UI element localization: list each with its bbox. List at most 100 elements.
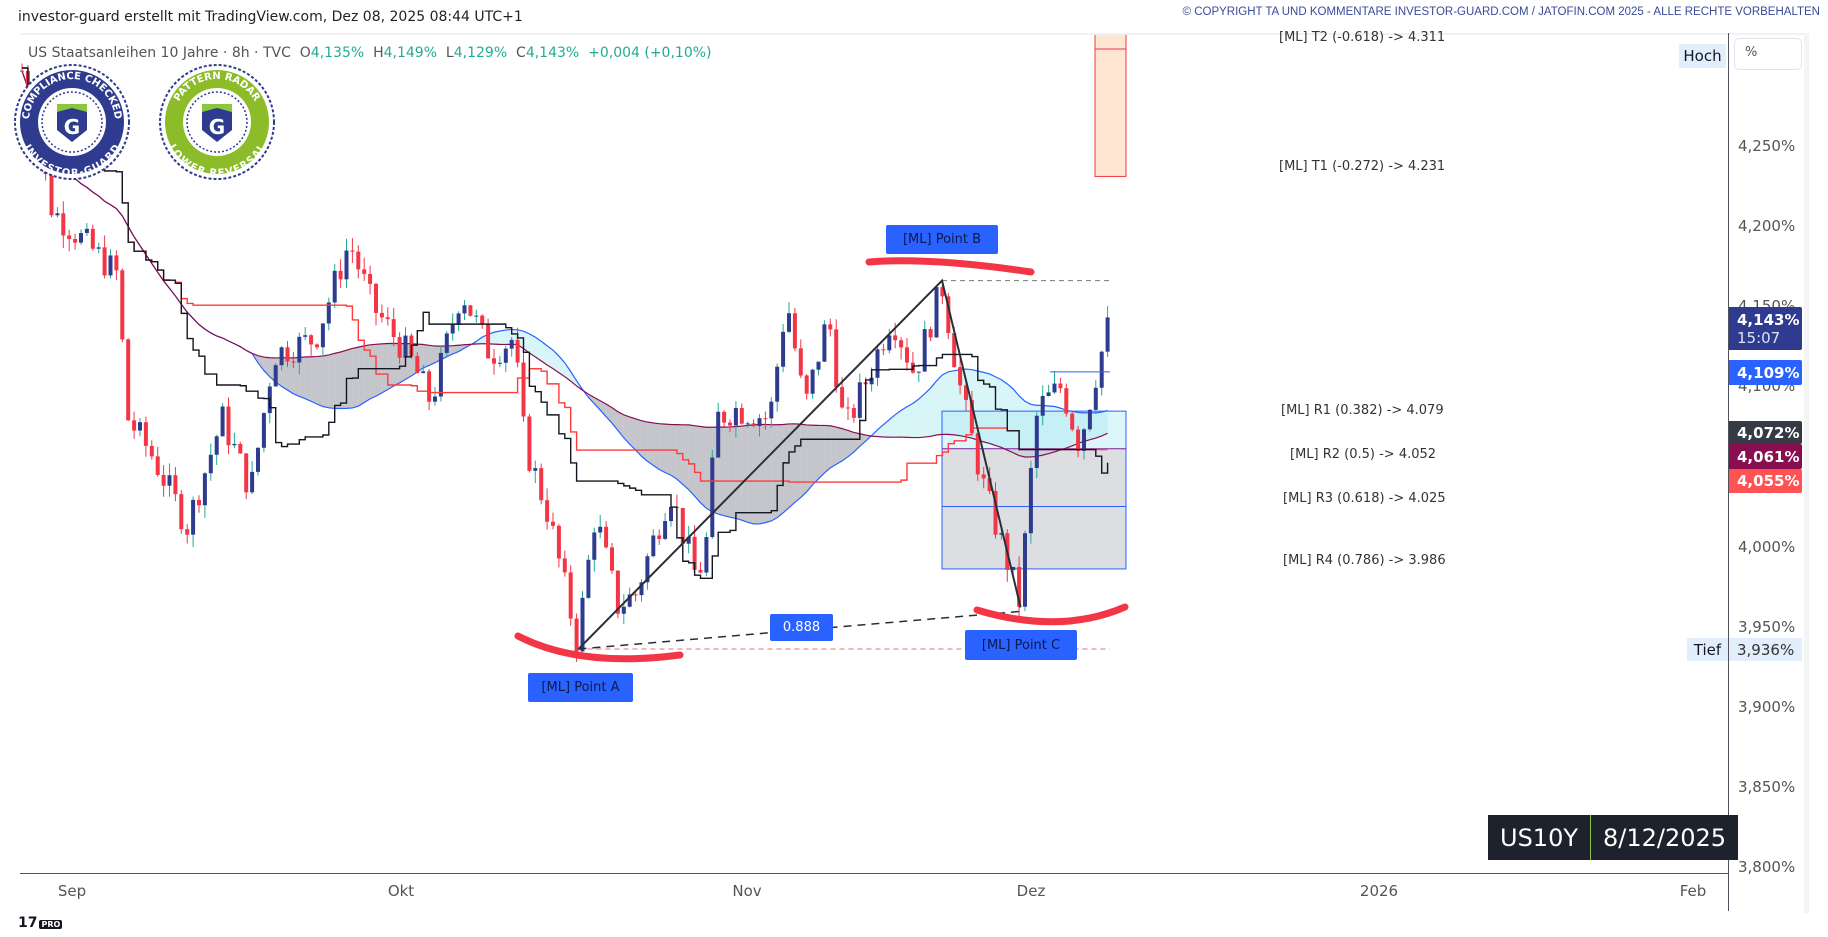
cloud-segment xyxy=(641,420,648,462)
candle-body xyxy=(975,433,980,475)
right-scroll-strip[interactable] xyxy=(1804,33,1809,913)
cloud-segment xyxy=(305,356,312,402)
candle-body xyxy=(527,416,532,471)
last-price: 4,143% xyxy=(1737,310,1800,329)
time-label-feb: Feb xyxy=(1679,882,1707,900)
candle-body xyxy=(592,532,597,560)
ratio-label[interactable]: 0.888 xyxy=(770,614,833,641)
price-tick-label: 3,950% xyxy=(1738,617,1796,636)
black-conversion-line xyxy=(22,67,1109,580)
cloud-segment xyxy=(724,426,730,518)
cloud-segment xyxy=(924,388,931,438)
cloud-segment xyxy=(942,371,949,435)
candle-body xyxy=(728,422,732,426)
candle-body xyxy=(338,270,343,280)
pattern-abc-line xyxy=(577,278,1022,650)
candle-body xyxy=(905,347,909,363)
candle-body xyxy=(232,443,237,446)
shield-icon xyxy=(202,104,232,142)
candle-body xyxy=(792,313,797,349)
candle-body xyxy=(633,594,638,596)
candle-body xyxy=(261,413,266,448)
candle-body xyxy=(344,250,349,280)
pattern-radar-badge: PATTERN RADAR LOWER REVERSAL G xyxy=(159,64,275,180)
candle-body xyxy=(403,335,408,358)
candle-body xyxy=(680,507,685,544)
cloud-segment xyxy=(671,424,677,480)
candle-body xyxy=(167,475,172,486)
candle-body xyxy=(509,339,514,349)
candle-body xyxy=(438,352,443,397)
cloud-segment xyxy=(836,427,843,465)
candle-body xyxy=(185,529,190,535)
percent-scale-toggle[interactable]: % xyxy=(1734,38,1802,70)
cloud-segment xyxy=(682,424,689,490)
price-tick-label: 4,200% xyxy=(1738,217,1796,236)
candle-body xyxy=(1011,566,1016,570)
shield-icon xyxy=(57,104,87,142)
candle-body xyxy=(84,228,89,234)
price-tick-label: 4,250% xyxy=(1738,137,1796,155)
cloud-segment xyxy=(1054,406,1061,452)
candle-body xyxy=(79,233,83,243)
cloud-segment xyxy=(859,433,866,447)
candle-body xyxy=(191,499,196,535)
candle-body xyxy=(126,339,131,421)
cloud-segment xyxy=(1007,383,1014,453)
price-tick-label: 3,900% xyxy=(1738,697,1796,716)
candle-body xyxy=(397,337,402,358)
candle-body xyxy=(320,323,325,348)
point-b-label[interactable]: [ML] Point B xyxy=(886,225,998,254)
blue-line-badge: 4,109% xyxy=(1729,360,1802,385)
divider xyxy=(1590,815,1591,860)
cloud-segment xyxy=(535,337,542,361)
symbol-ticker: US10Y xyxy=(1500,823,1578,852)
cloud-segment xyxy=(629,416,636,451)
cloud-segment xyxy=(364,344,371,403)
candle-body xyxy=(503,348,508,363)
candle-body xyxy=(315,344,319,348)
candle-body xyxy=(1052,383,1057,393)
cloud-segment xyxy=(600,400,607,417)
candle-body xyxy=(256,447,260,472)
point-a-label[interactable]: [ML] Point A xyxy=(528,673,633,702)
candle-body xyxy=(20,70,24,72)
candle-body xyxy=(521,362,526,417)
ml-zone-border xyxy=(941,410,1127,570)
candle-body xyxy=(716,411,721,458)
legend-low: 4,129% xyxy=(453,45,508,61)
cloud-segment xyxy=(824,425,831,473)
tradingview-logo[interactable]: 17 PRO xyxy=(18,915,63,931)
point-a-highlight xyxy=(514,632,684,663)
ml-target-box xyxy=(1094,35,1127,177)
candle-body xyxy=(368,273,373,284)
cloud-segment xyxy=(334,352,341,409)
candle-body xyxy=(851,408,856,418)
cloud-segment xyxy=(948,370,955,435)
candle-body xyxy=(291,361,296,363)
cloud-segment xyxy=(429,345,435,366)
chart-panel[interactable] xyxy=(20,33,1808,913)
candle-body xyxy=(810,369,815,394)
cloud-segment xyxy=(765,424,772,523)
candle-body xyxy=(161,474,166,486)
candle-body xyxy=(326,302,331,324)
point-c-label[interactable]: [ML] Point C xyxy=(965,630,1077,660)
candle-body xyxy=(303,335,308,337)
cloud-segment xyxy=(387,343,394,390)
candle-body xyxy=(964,385,968,400)
cloud-segment xyxy=(322,354,329,408)
candle-body xyxy=(574,618,579,652)
cloud-segment xyxy=(529,333,536,357)
pro-tag: PRO xyxy=(39,920,63,929)
cloud-segment xyxy=(995,376,1002,448)
low-marker-label: Tief xyxy=(1687,638,1728,661)
candle-body xyxy=(645,556,650,583)
candle-body xyxy=(928,329,933,338)
cloud-segment xyxy=(830,425,837,468)
candle-body xyxy=(285,347,290,362)
candle-body xyxy=(816,361,821,370)
candle-body xyxy=(651,535,656,557)
cloud-segment xyxy=(299,356,306,399)
